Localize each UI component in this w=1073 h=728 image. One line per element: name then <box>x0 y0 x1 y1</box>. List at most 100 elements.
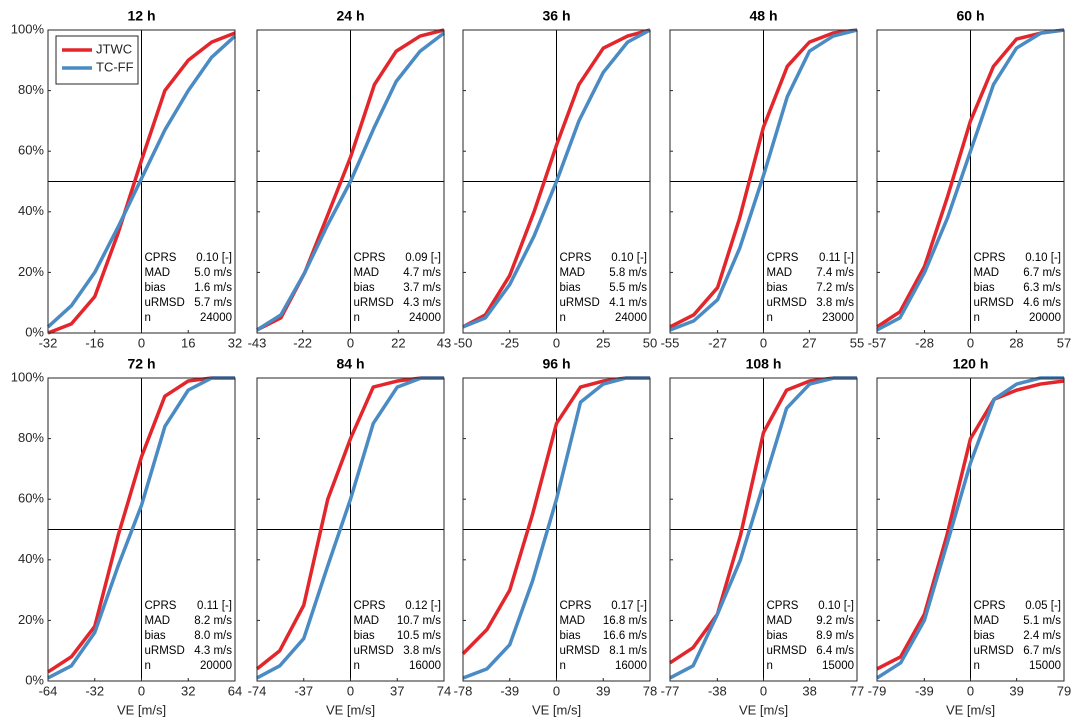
x-axis-label: VE [m/s] <box>946 702 995 717</box>
stat-label: MAD <box>145 615 171 627</box>
stat-value: 24000 <box>409 312 441 324</box>
stat-value: 10.5 m/s <box>397 630 441 642</box>
x-axis-label: VE [m/s] <box>326 702 375 717</box>
stat-value: 5.5 m/s <box>609 282 647 294</box>
stat-value: 8.2 m/s <box>194 615 232 627</box>
x-tick-label: 39 <box>1009 683 1023 698</box>
cdf-line <box>47 376 235 680</box>
stat-value: 0.05 [-] <box>1025 600 1061 612</box>
panel-title: 24 h <box>336 8 364 24</box>
stat-value: 24000 <box>200 312 232 324</box>
x-tick-label: -78 <box>454 683 473 698</box>
x-tick-label: 79 <box>1057 683 1071 698</box>
stat-value: 9.2 m/s <box>816 615 854 627</box>
stat-value: 10.7 m/s <box>397 615 441 627</box>
x-tick-label: 78 <box>643 683 657 698</box>
stat-value: 8.9 m/s <box>816 630 854 642</box>
stat-label: n <box>354 660 360 672</box>
cdf-line <box>46 34 237 329</box>
stat-value: 7.4 m/s <box>816 267 854 279</box>
stat-value: 4.7 m/s <box>403 267 441 279</box>
stat-label: uRMSD <box>560 645 600 657</box>
x-tick-label: 39 <box>596 683 610 698</box>
x-tick-label: 37 <box>390 683 404 698</box>
stat-value: 16000 <box>615 660 647 672</box>
x-tick-label: -39 <box>500 683 519 698</box>
y-tick-label: 100% <box>11 369 45 384</box>
y-tick-label: 40% <box>18 203 44 218</box>
stat-label: uRMSD <box>767 645 807 657</box>
x-axis-label: VE [m/s] <box>117 702 166 717</box>
x-tick-label: 77 <box>850 683 864 698</box>
stat-value: 16.8 m/s <box>603 615 647 627</box>
stat-value: 5.8 m/s <box>609 267 647 279</box>
stat-label: n <box>974 660 980 672</box>
x-tick-label: -39 <box>915 683 934 698</box>
stat-label: uRMSD <box>974 297 1014 309</box>
panel-title: 36 h <box>542 8 570 24</box>
stat-label: CPRS <box>560 252 592 264</box>
y-tick-label: 40% <box>18 551 44 566</box>
x-tick-label: 28 <box>1009 335 1023 350</box>
panel-title: 72 h <box>127 356 155 372</box>
stat-value: 3.8 m/s <box>403 645 441 657</box>
stat-value: 23000 <box>822 312 854 324</box>
stat-value: 0.10 [-] <box>611 252 647 264</box>
panel-title: 96 h <box>542 356 570 372</box>
stat-value: 0.10 [-] <box>818 600 854 612</box>
stat-value: 15000 <box>822 660 854 672</box>
x-tick-label: -55 <box>661 335 680 350</box>
stat-label: uRMSD <box>767 297 807 309</box>
x-tick-label: 0 <box>138 335 145 350</box>
x-tick-label: -57 <box>868 335 887 350</box>
x-tick-label: 55 <box>850 335 864 350</box>
x-tick-label: 64 <box>228 683 242 698</box>
panel-title: 120 h <box>953 356 989 372</box>
stat-value: 4.3 m/s <box>194 645 232 657</box>
stat-label: uRMSD <box>974 645 1014 657</box>
stat-label: n <box>354 312 360 324</box>
stat-label: CPRS <box>767 600 799 612</box>
cdf-line <box>669 28 858 332</box>
y-tick-label: 100% <box>11 21 45 36</box>
stat-label: uRMSD <box>145 645 185 657</box>
panel-title: 60 h <box>956 8 984 24</box>
stat-label: uRMSD <box>354 645 394 657</box>
stat-value: 1.6 m/s <box>194 282 232 294</box>
y-tick-label: 20% <box>18 264 44 279</box>
x-tick-label: 0 <box>553 335 560 350</box>
stat-value: 2.4 m/s <box>1023 630 1061 642</box>
stat-label: MAD <box>974 267 1000 279</box>
stat-value: 4.3 m/s <box>403 297 441 309</box>
cdf-line <box>255 376 444 671</box>
stat-label: uRMSD <box>354 297 394 309</box>
stat-label: MAD <box>560 267 586 279</box>
y-tick-label: 0% <box>25 324 44 339</box>
stat-value: 6.7 m/s <box>1023 645 1061 657</box>
stat-label: bias <box>354 630 375 642</box>
stat-label: MAD <box>560 615 586 627</box>
x-tick-label: 0 <box>553 683 560 698</box>
stat-value: 8.0 m/s <box>194 630 232 642</box>
cdf-line <box>876 379 1065 671</box>
legend-label: JTWC <box>96 41 132 56</box>
legend-box <box>55 35 139 85</box>
stat-label: n <box>560 312 566 324</box>
x-tick-label: -32 <box>85 683 104 698</box>
stat-label: MAD <box>974 615 1000 627</box>
cdf-line <box>462 28 651 329</box>
stat-value: 20000 <box>1029 312 1061 324</box>
stat-label: CPRS <box>560 600 592 612</box>
stat-label: n <box>145 312 151 324</box>
x-tick-label: -74 <box>248 683 267 698</box>
stat-value: 6.4 m/s <box>816 645 854 657</box>
x-tick-label: 0 <box>347 683 354 698</box>
x-tick-label: 0 <box>138 683 145 698</box>
stat-value: 8.1 m/s <box>609 645 647 657</box>
stat-value: 6.3 m/s <box>1023 282 1061 294</box>
x-tick-label: 74 <box>437 683 451 698</box>
x-tick-label: 25 <box>596 335 610 350</box>
stat-value: 3.7 m/s <box>403 282 441 294</box>
stat-value: 0.09 [-] <box>405 252 441 264</box>
